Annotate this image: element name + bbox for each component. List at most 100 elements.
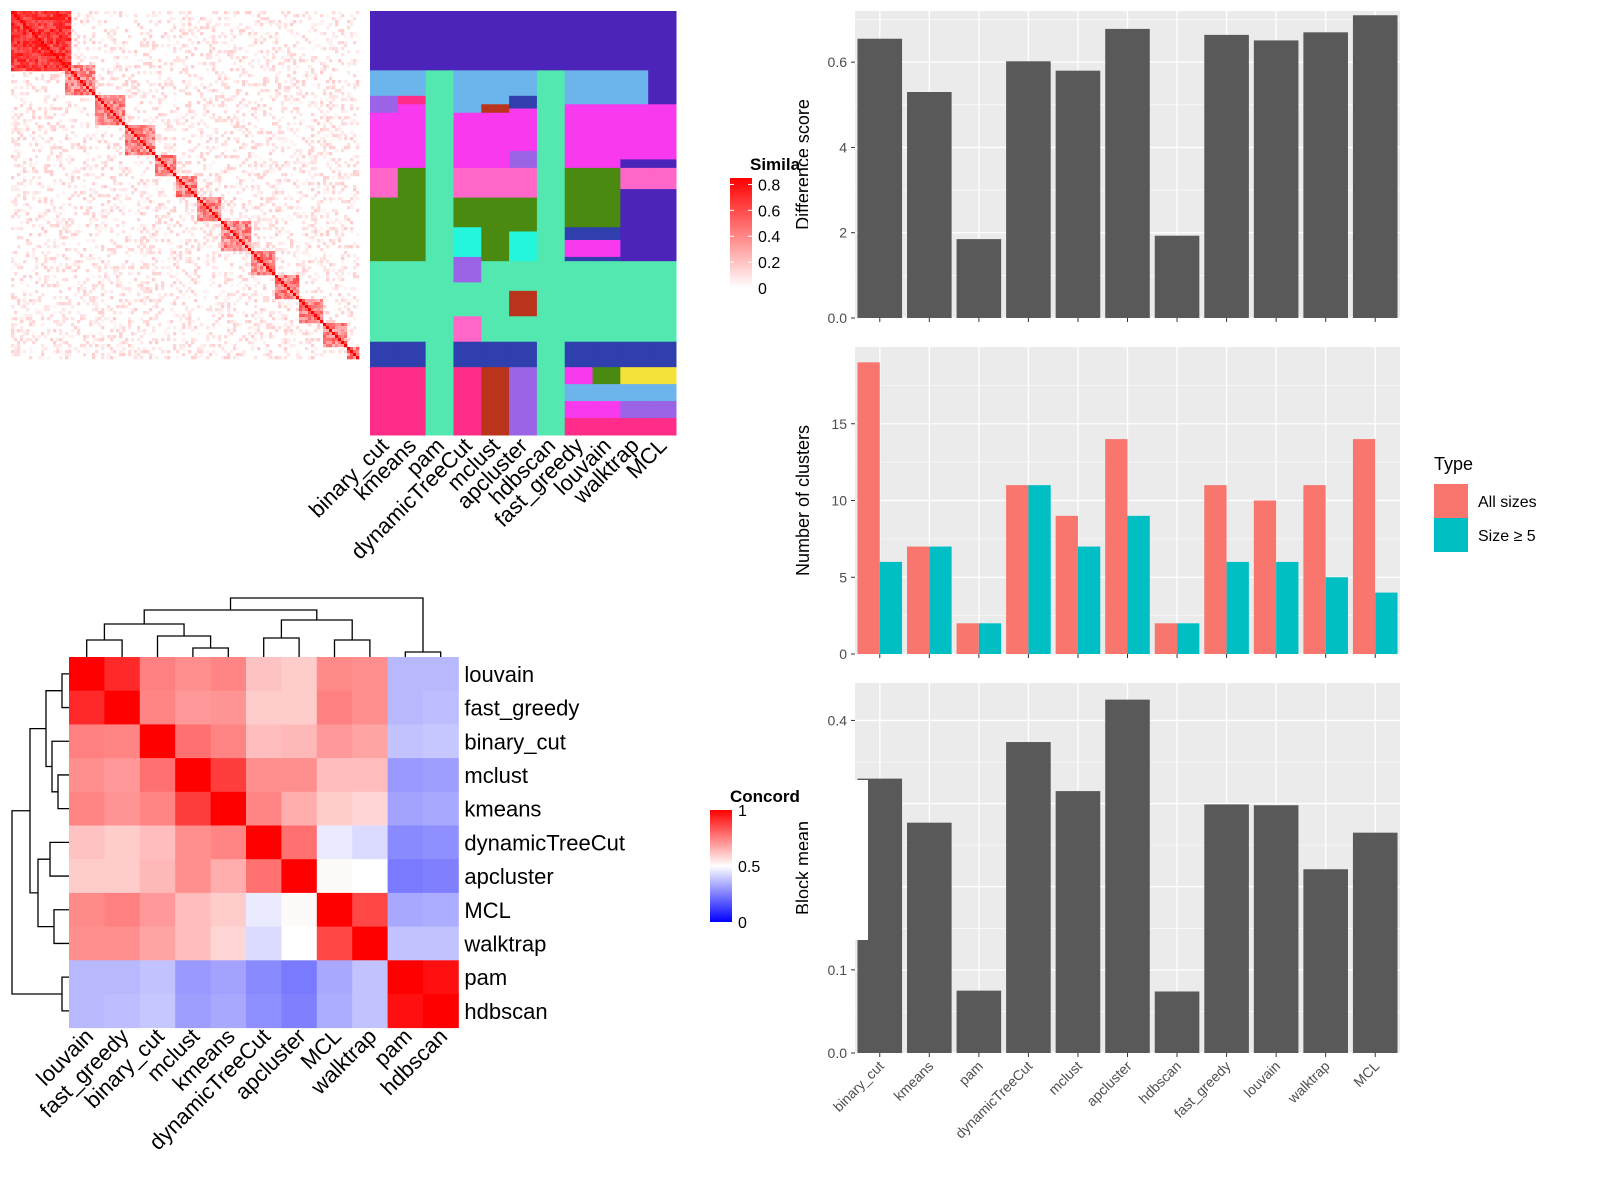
- similarity-cell: [38, 233, 42, 237]
- similarity-cell: [95, 191, 99, 195]
- similarity-cell: [194, 182, 198, 186]
- similarity-cell: [41, 50, 45, 54]
- similarity-cell: [206, 185, 210, 189]
- similarity-cell: [332, 227, 336, 231]
- similarity-cell: [50, 77, 54, 81]
- similarity-cell: [89, 254, 93, 258]
- similarity-cell: [278, 296, 282, 300]
- similarity-cell: [230, 32, 234, 36]
- similarity-cell: [104, 263, 108, 267]
- similarity-cell: [143, 227, 147, 231]
- similarity-cell: [179, 194, 183, 198]
- assignment-cell: [509, 367, 538, 436]
- similarity-cell: [44, 233, 48, 237]
- similarity-cell: [167, 11, 171, 15]
- similarity-cell: [149, 149, 153, 153]
- similarity-cell: [101, 314, 105, 318]
- similarity-cell: [353, 275, 357, 279]
- similarity-cell: [206, 350, 210, 354]
- similarity-cell: [140, 101, 144, 105]
- similarity-cell: [164, 152, 168, 156]
- similarity-cell: [131, 266, 135, 270]
- similarity-cell: [254, 245, 258, 249]
- similarity-cell: [242, 47, 246, 51]
- similarity-cell: [290, 56, 294, 60]
- similarity-cell: [320, 47, 324, 51]
- similarity-cell: [215, 146, 219, 150]
- similarity-cell: [95, 56, 99, 60]
- similarity-cell: [323, 125, 327, 129]
- similarity-cell: [341, 332, 345, 336]
- similarity-cell: [296, 353, 300, 357]
- similarity-cell: [284, 338, 288, 342]
- similarity-cell: [71, 92, 75, 96]
- similarity-cell: [236, 353, 240, 357]
- similarity-cell: [254, 116, 258, 120]
- similarity-cell: [239, 275, 243, 279]
- similarity-cell: [32, 44, 36, 48]
- similarity-cell: [212, 29, 216, 33]
- similarity-cell: [17, 23, 21, 27]
- similarity-cell: [194, 188, 198, 192]
- similarity-cell: [203, 212, 207, 216]
- similarity-cell: [347, 218, 351, 222]
- similarity-cell: [14, 164, 18, 168]
- similarity-cell: [311, 218, 315, 222]
- similarity-cell: [311, 350, 315, 354]
- similarity-cell: [149, 152, 153, 156]
- similarity-cell: [92, 284, 96, 288]
- similarity-cell: [59, 221, 63, 225]
- similarity-cell: [326, 104, 330, 108]
- similarity-cell: [215, 89, 219, 93]
- similarity-cell: [134, 50, 138, 54]
- similarity-cell: [314, 161, 318, 165]
- similarity-cell: [353, 353, 357, 357]
- similarity-cell: [272, 167, 276, 171]
- similarity-cell: [209, 194, 213, 198]
- similarity-cell: [308, 260, 312, 264]
- similarity-cell: [110, 290, 114, 294]
- similarity-cell: [269, 224, 273, 228]
- similarity-cell: [83, 71, 87, 75]
- similarity-cell: [242, 278, 246, 282]
- similarity-cell: [242, 257, 246, 261]
- similarity-cell: [158, 251, 162, 255]
- similarity-cell: [278, 344, 282, 348]
- similarity-cell: [119, 11, 123, 15]
- similarity-cell: [299, 329, 303, 333]
- similarity-cell: [41, 47, 45, 51]
- similarity-cell: [173, 137, 177, 141]
- similarity-cell: [62, 14, 66, 18]
- similarity-cell: [311, 212, 315, 216]
- similarity-cell: [215, 119, 219, 123]
- similarity-cell: [80, 83, 84, 87]
- similarity-cell: [80, 314, 84, 318]
- similarity-cell: [68, 185, 72, 189]
- similarity-cell: [218, 221, 222, 225]
- similarity-cell: [230, 266, 234, 270]
- similarity-cell: [182, 62, 186, 66]
- similarity-cell: [182, 179, 186, 183]
- similarity-cell: [80, 254, 84, 258]
- similarity-cell: [320, 248, 324, 252]
- similarity-cell: [92, 257, 96, 261]
- similarity-cell: [116, 26, 120, 30]
- similarity-cell: [272, 326, 276, 330]
- similarity-cell: [14, 20, 18, 24]
- similarity-cell: [122, 95, 126, 99]
- similarity-cell: [128, 344, 132, 348]
- similarity-cell: [167, 227, 171, 231]
- similarity-cell: [50, 68, 54, 72]
- similarity-cell: [20, 20, 24, 24]
- similarity-cell: [188, 323, 192, 327]
- similarity-cell: [116, 194, 120, 198]
- similarity-cell: [50, 125, 54, 129]
- similarity-cell: [77, 56, 81, 60]
- similarity-cell: [248, 203, 252, 207]
- similarity-cell: [104, 266, 108, 270]
- similarity-cell: [14, 212, 18, 216]
- similarity-cell: [128, 254, 132, 258]
- similarity-cell: [137, 137, 141, 141]
- similarity-cell: [185, 290, 189, 294]
- similarity-cell: [197, 242, 201, 246]
